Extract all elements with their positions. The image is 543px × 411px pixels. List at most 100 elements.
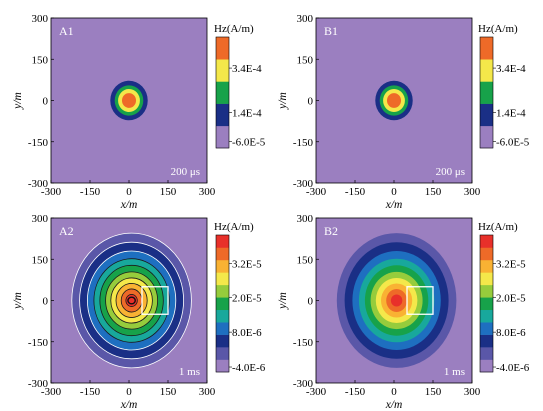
y-tick-label: -300 [28,178,49,190]
y-axis-label: y/m [12,292,24,310]
y-tick-label: -300 [293,178,314,190]
panel-label: B1 [324,24,338,38]
colorbar-swatch [480,37,493,60]
time-label: 1 ms [179,366,200,378]
y-tick-label: -150 [293,337,314,349]
colorbar-tick-label: 8.0E-6 [496,327,526,339]
x-axis-label: x/m [120,399,138,411]
x-tick-label: 0 [391,386,397,398]
y-tick-label: -300 [293,378,314,390]
y-tick-label: 300 [32,213,49,225]
time-label: 1 ms [444,366,465,378]
y-tick-label: 300 [297,213,314,225]
x-tick-label: -300 [41,186,62,198]
panel-label: A1 [59,24,74,38]
x-tick-label: 150 [160,386,177,398]
y-axis-label: y/m [277,92,289,110]
x-axis-label: x/m [120,199,138,211]
x-tick-label: -150 [345,186,366,198]
y-tick-label: -300 [28,378,49,390]
colorbar-tick-label: -4.0E-6 [496,362,530,374]
survey-box [406,286,434,315]
colorbar-swatch [216,334,229,348]
contour-level-4 [121,93,137,108]
colorbar-tick-label: -6.0E-5 [232,136,266,148]
contour-level-10 [125,294,138,307]
colorbar-swatch [480,125,493,149]
colorbar-tick-label: 1.4E-4 [496,107,526,119]
colorbar-swatch [480,272,493,286]
y-tick-label: 150 [32,54,49,66]
y-tick-label: 0 [43,96,49,108]
colorbar-swatch [480,284,493,298]
colorbar-swatch [480,359,493,373]
colorbar-tick-label: 3.2E-5 [232,259,262,271]
colorbar-swatch [480,334,493,348]
colorbar-tick-label: 2.0E-5 [232,292,262,304]
colorbar-swatch [216,284,229,298]
x-tick-label: 0 [126,386,132,398]
y-tick-label: 0 [43,296,49,308]
y-tick-label: 0 [308,96,314,108]
y-tick-label: 150 [297,254,314,266]
colorbar-swatch [216,247,229,261]
colorbar-tick-label: 3.2E-5 [496,259,526,271]
survey-box [141,286,169,315]
colorbar-swatch [216,259,229,273]
x-tick-label: -300 [41,386,62,398]
x-tick-label: -150 [345,386,366,398]
colorbar-swatch [216,309,229,323]
contour-core-line [127,296,136,305]
colorbar-tick-label: 3.4E-4 [232,63,262,75]
contour-level-10 [390,294,403,307]
x-tick-label: -300 [306,386,327,398]
panel-a1: -300 -150 0 150 300 300 150 0 -150 -300 x/m y/m A1 20… [12,13,266,211]
x-tick-label: 150 [425,386,442,398]
colorbar-title: Hz(A/m) [478,23,518,35]
x-tick-label: -150 [80,186,101,198]
colorbar-swatch [480,247,493,261]
x-tick-label: 0 [126,186,132,198]
x-tick-label: -150 [80,386,101,398]
x-tick-label: 150 [425,186,442,198]
colorbar-swatch [216,322,229,335]
y-tick-label: 150 [297,54,314,66]
panel-label: B2 [324,224,338,238]
colorbar-swatch [480,81,493,104]
x-tick-label: 300 [199,386,216,398]
colorbar-swatch [480,59,493,82]
colorbar-frame [479,36,494,149]
colorbar-swatch [480,309,493,323]
colorbar-swatch [216,359,229,373]
y-tick-label: 300 [297,13,314,25]
time-label: 200 μs [171,166,200,178]
colorbar-swatch [480,235,493,248]
x-axis-label: x/m [385,399,403,411]
colorbar-swatch [216,125,229,149]
x-axis-label: x/m [385,199,403,211]
colorbar-swatch [216,37,229,60]
colorbar-title: Hz(A/m) [478,221,518,233]
colorbar-swatch [480,297,493,311]
x-tick-label: -300 [306,186,327,198]
y-tick-label: -150 [28,137,49,149]
colorbar-swatch [216,297,229,311]
colorbar-tick-label: 1.4E-4 [232,107,262,119]
x-tick-label: 300 [199,186,216,198]
colorbar-swatch [216,81,229,104]
y-tick-label: 300 [32,13,49,25]
y-axis-label: y/m [277,292,289,310]
colorbar-swatch [480,322,493,335]
panel-b1: -300 -150 0 150 300 300 150 0 -150 -300 x/m y/m B1 20… [277,13,530,211]
x-tick-label: 0 [391,186,397,198]
colorbar-swatch [480,259,493,273]
colorbar-swatch [480,347,493,360]
colorbar-swatch [216,59,229,82]
colorbar-tick-label: 2.0E-5 [496,292,526,304]
colorbar-tick-label: -6.0E-5 [496,136,530,148]
x-tick-label: 150 [160,186,177,198]
y-tick-label: 150 [32,254,49,266]
panel-label: A2 [59,224,74,238]
colorbar-swatch [216,347,229,360]
